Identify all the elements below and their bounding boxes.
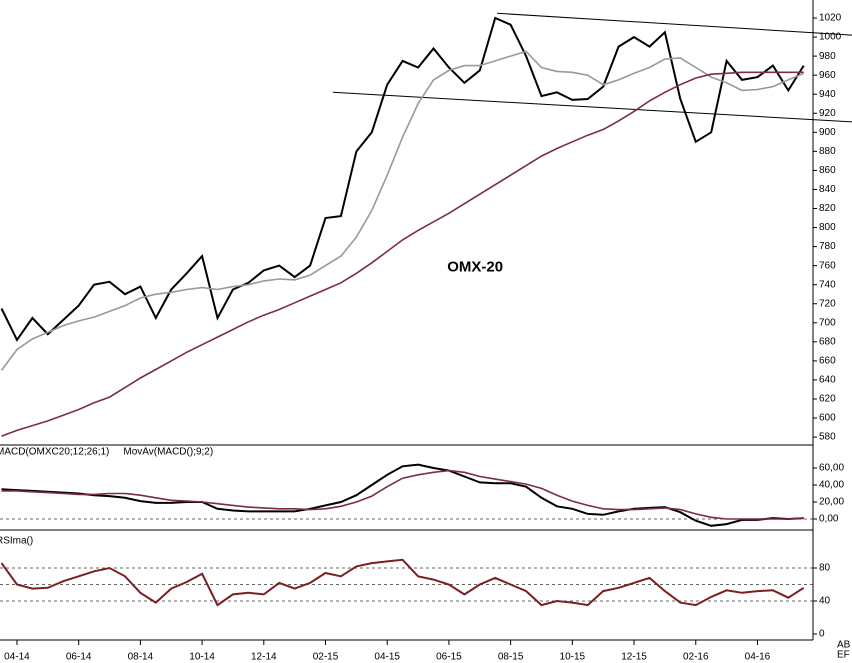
x-tick-label: 08-15 — [498, 652, 524, 663]
trend-line — [497, 12, 852, 36]
x-tick-label: 10-14 — [189, 652, 215, 663]
series-line — [0, 558, 805, 607]
y-tick-label: 580 — [819, 432, 836, 443]
y-tick-label: 720 — [819, 298, 836, 309]
y-tick-label: 880 — [819, 146, 836, 157]
series-line — [1, 463, 804, 527]
y-tick-label: 60,00 — [819, 463, 844, 474]
y-tick-label: 680 — [819, 336, 836, 347]
y-tick-label: 820 — [819, 203, 836, 214]
y-tick-label: 780 — [819, 241, 836, 252]
y-tick-label: 980 — [819, 51, 836, 62]
y-tick-label: 640 — [819, 375, 836, 386]
legend-label: RSIma() — [0, 536, 33, 547]
y-tick-label: 600 — [819, 413, 836, 424]
y-tick-label: 840 — [819, 184, 836, 195]
y-tick-label: 40,00 — [819, 480, 844, 491]
x-tick-label: 06-15 — [436, 652, 462, 663]
x-tick-label: 12-14 — [251, 652, 277, 663]
x-tick-label: 04-16 — [745, 652, 771, 663]
y-tick-label: 80 — [819, 563, 831, 574]
corner-label: AB — [837, 640, 851, 651]
y-tick-label: 660 — [819, 356, 836, 367]
x-tick-label: 08-14 — [128, 652, 154, 663]
x-tick-label: 06-14 — [66, 652, 92, 663]
y-tick-label: 960 — [819, 70, 836, 81]
series-line — [1, 71, 804, 437]
x-tick-label: 10-15 — [560, 652, 586, 663]
y-tick-label: 940 — [819, 89, 836, 100]
y-tick-label: 40 — [819, 596, 831, 607]
corner-label: EF — [837, 650, 850, 661]
x-tick-label: 04-15 — [374, 652, 400, 663]
annotation: OMX-20 — [447, 259, 503, 276]
y-tick-label: 740 — [819, 279, 836, 290]
x-tick-label: 04-14 — [4, 652, 30, 663]
y-tick-label: 1020 — [819, 13, 842, 24]
y-tick-label: 760 — [819, 260, 836, 271]
y-tick-label: 0 — [819, 629, 825, 640]
series-line — [0, 50, 805, 371]
y-tick-label: 20,00 — [819, 497, 844, 508]
trend-line — [332, 91, 852, 123]
x-tick-label: 02-15 — [313, 652, 339, 663]
series-line — [1, 469, 804, 520]
x-tick-label: 02-16 — [683, 652, 709, 663]
y-tick-label: 800 — [819, 222, 836, 233]
y-tick-label: 920 — [819, 108, 836, 119]
y-tick-label: 0,00 — [819, 514, 839, 525]
y-tick-label: 860 — [819, 165, 836, 176]
x-tick-label: 12-15 — [621, 652, 647, 663]
y-tick-label: 620 — [819, 394, 836, 405]
legend-label: MovAv(MACD();9;2) — [123, 447, 213, 458]
legend-label: MACD(OMXC20;12;26;1) — [0, 447, 109, 458]
y-tick-label: 1000 — [819, 32, 842, 43]
y-tick-label: 700 — [819, 317, 836, 328]
y-tick-label: 900 — [819, 127, 836, 138]
series-line — [0, 16, 805, 342]
